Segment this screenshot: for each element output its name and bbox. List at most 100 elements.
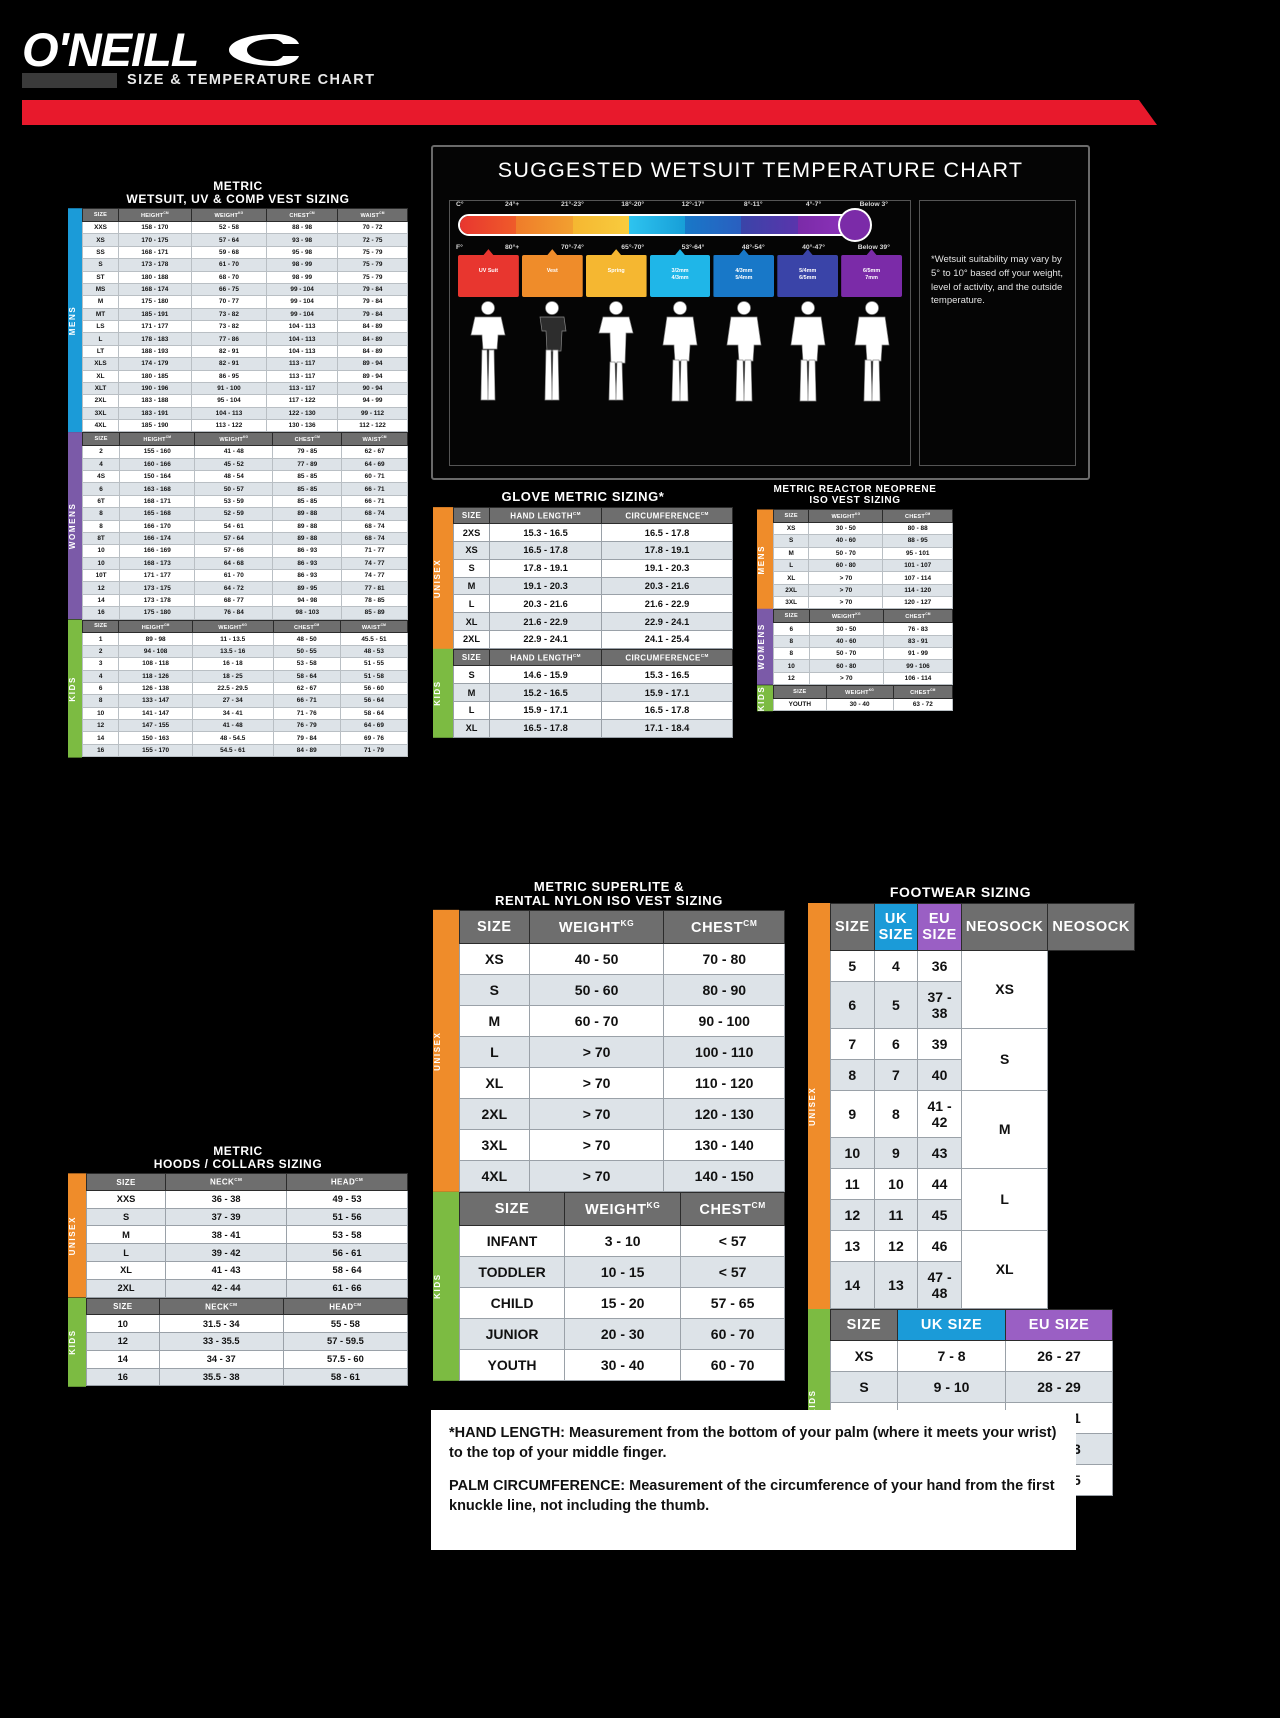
table-cell: 14.6 - 15.9 — [489, 665, 603, 685]
fahrenheit-tick: 48°-54° — [741, 244, 765, 251]
table-cell: 16 — [81, 743, 120, 758]
header-red-band — [22, 100, 1157, 125]
group-tab-womens: WOMENS — [757, 609, 773, 686]
table-row: 8 166 - 170 54 - 61 89 - 88 68 - 74 — [81, 519, 408, 533]
table-cell: 10 — [86, 1314, 160, 1333]
table-cell: 60 - 70 — [528, 1005, 665, 1038]
temperature-chart-title: SUGGESTED WETSUIT TEMPERATURE CHART — [497, 158, 1024, 182]
table-row: S 37 - 39 51 - 56 — [85, 1207, 408, 1227]
table-cell: > 70 — [808, 596, 884, 610]
table-cell: 17.1 - 18.4 — [601, 718, 733, 738]
table-cell: L — [459, 1036, 530, 1069]
table-group: KIDS SIZE WEIGHTKG CHESTCM YOUTH 30 - 40 63 - … — [757, 685, 954, 712]
table-cell: 89 - 95 — [272, 581, 343, 595]
table-cell: 70 - 77 — [190, 295, 268, 309]
table-cell: 45 - 52 — [194, 457, 274, 472]
table-row: 2XL 42 - 44 61 - 66 — [85, 1278, 408, 1298]
table-row: XL 41 - 43 58 - 64 — [85, 1260, 408, 1280]
table-cell: 11 - 13.5 — [191, 632, 274, 646]
table-cell: 50 - 60 — [528, 974, 665, 1007]
table-cell: L — [85, 1243, 167, 1262]
neosock-cell: XL — [960, 1229, 1049, 1309]
table-cell: 34 - 37 — [158, 1349, 284, 1369]
fahrenheit-scale-row: F° 80°+ 70°-74° 65°-70° 53°-64° 48°-54° 40°-47… — [450, 244, 910, 251]
table-row: L 20.3 - 21.6 21.6 - 22.9 — [452, 594, 733, 614]
table-cell: ST — [82, 270, 119, 284]
table-cell: 180 - 185 — [117, 369, 192, 383]
column-header: CIRCUMFERENCECM — [601, 648, 733, 667]
table-cell: SS — [82, 245, 119, 260]
table-cell: 68 - 77 — [194, 593, 274, 608]
table-cell: M — [82, 295, 119, 309]
column-header: EU SIZE — [1005, 1308, 1113, 1341]
table-cell: S — [772, 534, 810, 548]
table-cell: 57 - 65 — [680, 1286, 785, 1319]
sizing-table: SIZE NECKCM HEADCM XXS 36 - 38 49 - 53 S 37 - 3… — [85, 1173, 408, 1298]
table-row: 12 33 - 35.5 57 - 59.5 — [86, 1331, 409, 1351]
table-cell: 150 - 163 — [118, 731, 193, 745]
column-header: UK SIZE — [873, 902, 919, 951]
wetsuit-type-label: 4/3mm 5/4mm — [713, 255, 775, 297]
sizing-table: SIZE WEIGHTKG CHESTCM XS 30 - 50 80 - 88 S 40 -… — [772, 509, 953, 610]
table-cell: M — [85, 1225, 167, 1245]
table-cell: 76 - 84 — [194, 606, 274, 620]
table-cell: 41 - 43 — [165, 1260, 288, 1280]
table-cell: 8T — [81, 531, 121, 546]
table-row: 5 4 36 XS — [830, 949, 1135, 1029]
footwear-sizing-table-block: FOOTWEAR SIZING UNISEX SIZE UK SIZE EU SIZE N… — [808, 885, 1135, 1496]
table-row: 10 168 - 173 64 - 68 86 - 93 74 - 77 — [81, 556, 408, 571]
column-header: WEIGHTKG — [194, 432, 274, 447]
table-row: XL > 70 110 - 120 — [459, 1067, 785, 1100]
table-cell: > 70 — [808, 671, 884, 686]
column-header: CIRCUMFERENCECM — [601, 506, 733, 525]
table-cell: 68 - 74 — [341, 519, 408, 533]
table-cell: 24.1 - 25.4 — [601, 629, 733, 649]
table-row: 8 40 - 60 83 - 91 — [773, 634, 954, 649]
reactor-vest-table-block: METRIC REACTOR NEOPRENE ISO VEST SIZING ME… — [757, 484, 954, 712]
table-cell: 120 - 127 — [882, 596, 953, 610]
table-header-row: SIZE HAND LENGTHCM CIRCUMFERENCECM — [452, 648, 733, 667]
table-cell: 53 - 58 — [286, 1225, 408, 1245]
table-cell: 33 - 35.5 — [158, 1331, 284, 1351]
sizing-table: SIZE HAND LENGTHCM CIRCUMFERENCECM 2XS 15.3 … — [452, 506, 733, 649]
table-cell: 71 - 79 — [339, 743, 409, 758]
table-header-row: SIZE HEIGHTCM WEIGHTKG CHESTCM WAISTCM — [81, 432, 408, 447]
table-cell: 50 - 57 — [194, 482, 274, 496]
table-cell: 10 — [830, 1136, 875, 1169]
table-cell: 51 - 56 — [286, 1207, 408, 1227]
wetsuit-type-label: Spring — [585, 255, 647, 297]
neosock-cell: XS — [960, 949, 1049, 1029]
header-accent-bar — [22, 72, 117, 88]
sizing-table: SIZE UK SIZE EU SIZE NEOSOCK NEOSOCK 5 4 36 XS 6 5… — [830, 902, 1135, 1309]
table-cell: 107 - 114 — [882, 571, 953, 585]
table-group: WOMENS SIZE WEIGHTKG CHESTCM 6 30 - 50 76 - 83… — [757, 609, 954, 686]
fahrenheit-tick: 65°-70° — [621, 244, 645, 251]
table-cell: 183 - 188 — [117, 394, 192, 408]
table-cell: 39 - 42 — [165, 1243, 288, 1262]
table-cell: 20 - 30 — [564, 1317, 682, 1350]
table-cell: 64 - 69 — [341, 457, 408, 472]
table-cell: 19.1 - 20.3 — [601, 558, 733, 578]
table-row: XS 40 - 50 70 - 80 — [459, 943, 785, 976]
table-row: 2XL > 70 114 - 120 — [772, 583, 953, 598]
table-cell: 68 - 74 — [341, 507, 408, 521]
table-cell: 34 - 41 — [191, 706, 274, 721]
column-header: SIZE — [81, 619, 120, 634]
table-group: KIDS SIZE HEIGHTCM WEIGHTKG CHESTCM WAISTCM 1 8… — [68, 619, 409, 758]
table-cell: 84 - 89 — [337, 332, 408, 346]
table-cell: 166 - 169 — [119, 544, 196, 558]
table-cell: 64 - 68 — [194, 556, 274, 571]
table-cell: 4 — [873, 949, 919, 982]
header-subtitle-row: SIZE & TEMPERATURE CHART — [22, 72, 375, 88]
column-header: SIZE — [81, 432, 121, 447]
table-cell: 158 - 170 — [117, 221, 192, 235]
table-row: 16 175 - 180 76 - 84 98 - 103 85 - 89 — [81, 606, 408, 620]
table-row: 2 155 - 160 41 - 48 79 - 85 62 - 67 — [81, 445, 408, 459]
thermometer-segment — [685, 216, 742, 234]
table-cell: 8 — [81, 519, 121, 533]
table-cell: 171 - 177 — [117, 320, 192, 334]
page-header: O'NEILL SIZE & TEMPERATURE CHART — [0, 0, 1280, 132]
table-cell: 99 - 112 — [337, 406, 408, 421]
table-cell: 110 - 120 — [663, 1067, 785, 1100]
table-cell: 60 - 80 — [808, 558, 884, 573]
